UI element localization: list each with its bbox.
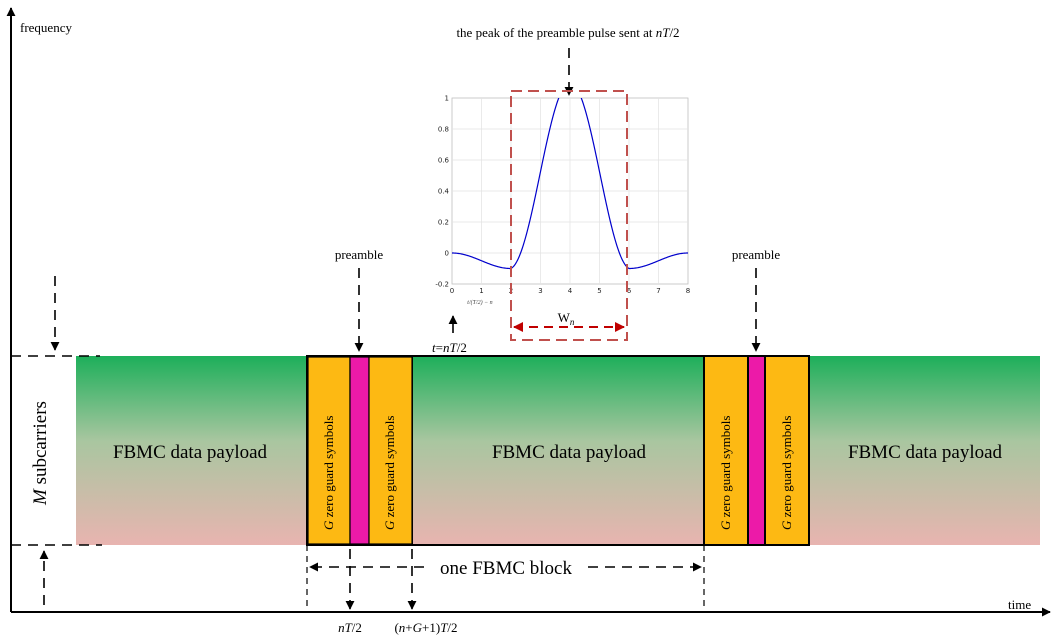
m-subcarriers-label: M subcarriers bbox=[30, 401, 51, 506]
guard-label-3: G zero guard symbols bbox=[718, 416, 733, 530]
one-block-label: one FBMC block bbox=[440, 558, 572, 579]
inset-xtick-label: 8 bbox=[686, 287, 690, 295]
preamble-block-1 bbox=[349, 356, 370, 545]
preamble-label-left: preamble bbox=[335, 247, 384, 262]
guard-label-1: G zero guard symbols bbox=[321, 416, 336, 530]
payload-label-2: FBMC data payload bbox=[492, 442, 647, 463]
time-axis-label: time bbox=[1008, 597, 1031, 612]
guard-label-2: G zero guard symbols bbox=[382, 416, 397, 530]
inset-ytick-label: 0.2 bbox=[438, 219, 449, 227]
preamble-block-2 bbox=[747, 355, 766, 546]
nt2-label: nT/2 bbox=[338, 620, 362, 635]
inset-xtick-label: 4 bbox=[568, 287, 573, 295]
payload-label-1: FBMC data payload bbox=[113, 442, 268, 463]
t-label: t=nT/2 bbox=[432, 340, 467, 355]
guard-block-4 bbox=[764, 355, 810, 546]
ngt2-label: (n+G+1)T/2 bbox=[394, 620, 457, 635]
inset-ytick-label: 0.6 bbox=[438, 157, 450, 165]
inset-ytick-label: 0.4 bbox=[438, 188, 450, 196]
subcarrier-band bbox=[76, 356, 1040, 545]
inset-ytick-label: 1 bbox=[445, 95, 449, 103]
payload-label-3: FBMC data payload bbox=[848, 442, 1003, 463]
inset-xtick-label: 7 bbox=[656, 287, 660, 295]
frequency-axis-label: frequency bbox=[20, 20, 72, 35]
inset-ytick-label: -0.2 bbox=[435, 281, 449, 289]
inset-xtick-label: 5 bbox=[597, 287, 601, 295]
guard-block-2 bbox=[368, 356, 413, 545]
preamble-label-right: preamble bbox=[732, 247, 781, 262]
pulse-curve bbox=[452, 98, 688, 270]
inset-xtick-label: 0 bbox=[450, 287, 454, 295]
inset-xtick-label: 1 bbox=[479, 287, 483, 295]
guard-block-1 bbox=[307, 356, 351, 545]
guard-block-3 bbox=[703, 355, 749, 546]
window-wn bbox=[510, 90, 628, 341]
inset-xtick-label: 3 bbox=[538, 287, 542, 295]
inset-xtick-label: 6 bbox=[627, 287, 632, 295]
guard-label-4: G zero guard symbols bbox=[779, 416, 794, 530]
inset-ytick-label: 0 bbox=[445, 250, 449, 258]
peak-annotation: the peak of the preamble pulse sent at n… bbox=[456, 25, 679, 40]
inset-ytick-label: 0.8 bbox=[438, 126, 449, 134]
inset-xlabel: t/(T/2) − n bbox=[467, 299, 492, 306]
wn-label: Wn bbox=[558, 310, 575, 327]
